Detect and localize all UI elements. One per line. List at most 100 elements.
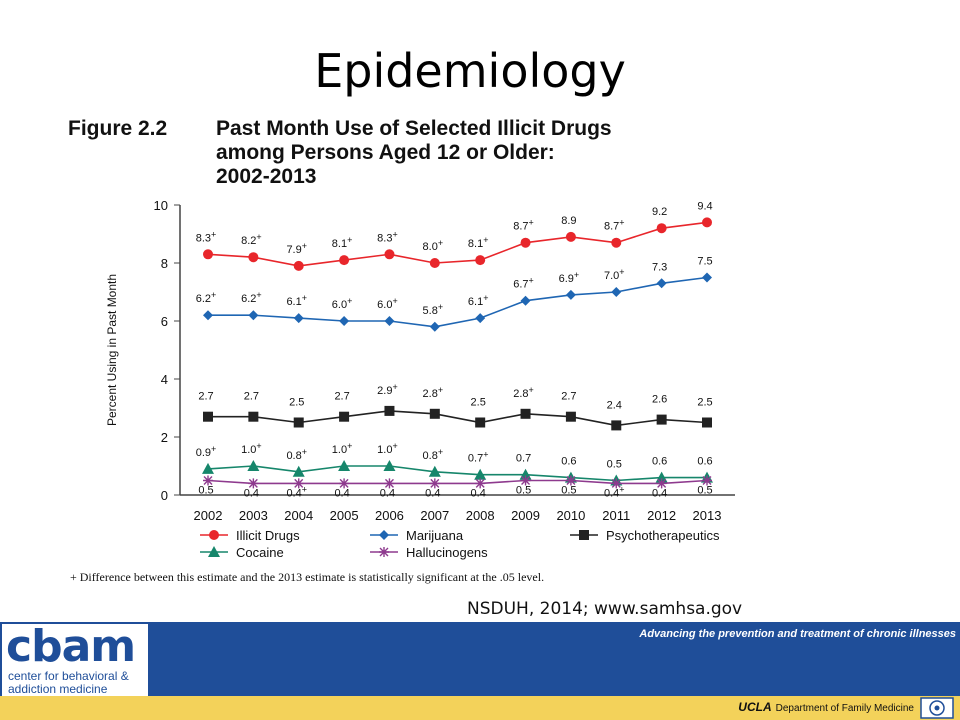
data-label: 0.5 (607, 459, 622, 471)
x-tick-label: 2009 (511, 508, 540, 523)
data-label: 2.7 (198, 391, 213, 403)
slide-title: Epidemiology (314, 44, 626, 98)
data-point (338, 460, 351, 471)
data-point (248, 252, 259, 263)
legend-marker (379, 530, 389, 540)
data-point (203, 475, 213, 486)
data-label: 8.7+ (604, 218, 625, 233)
data-label: 2.5 (471, 397, 486, 409)
data-point (248, 310, 259, 321)
data-point (565, 289, 576, 300)
data-point (702, 217, 712, 228)
data-label: 6.9+ (559, 270, 580, 285)
legend-marker (209, 530, 219, 540)
data-label: 0.8+ (423, 447, 444, 462)
data-point (611, 287, 622, 297)
data-point (383, 460, 396, 471)
data-label: 0.4 (471, 487, 486, 499)
data-label: 0.5 (561, 485, 576, 497)
data-point (428, 465, 441, 477)
data-label: 0.6 (697, 456, 712, 468)
data-point (520, 237, 531, 248)
x-tick-label: 2003 (239, 508, 268, 523)
data-point (611, 478, 622, 489)
x-tick-label: 2002 (194, 508, 223, 523)
data-point (293, 260, 304, 271)
data-label: 2.5 (289, 397, 304, 409)
data-label: 0.9+ (196, 444, 217, 459)
data-label: 0.4 (380, 487, 395, 499)
data-point (611, 237, 622, 248)
data-label: 6.7+ (513, 276, 534, 291)
data-point (565, 231, 576, 242)
data-point (293, 313, 304, 324)
data-label: 8.3+ (377, 229, 398, 244)
data-point (384, 249, 395, 260)
data-point (475, 255, 486, 266)
footer-tagline: Advancing the prevention and treatment o… (639, 628, 956, 640)
data-label: 7.5 (697, 256, 712, 268)
data-label: 2.4 (607, 399, 622, 411)
footer-band (0, 622, 960, 696)
data-point (475, 417, 486, 428)
data-label: 1.0+ (332, 441, 353, 456)
data-label: 8.1+ (468, 235, 489, 250)
data-label: 6.1+ (468, 293, 489, 308)
data-label: 6.2+ (241, 290, 262, 305)
data-label: 8.7+ (513, 218, 534, 233)
data-label: 0.4 (244, 487, 259, 499)
data-label: 7.0+ (604, 267, 625, 282)
data-label: 0.4 (334, 487, 349, 499)
figure-title-line-1: Past Month Use of Selected Illicit Drugs (216, 117, 612, 140)
figure-heading: Figure 2.2 Past Month Use of Selected Ill… (68, 117, 768, 189)
data-point (339, 411, 350, 422)
legend-label: Cocaine (236, 545, 284, 560)
series-line (207, 479, 708, 485)
data-point (339, 478, 350, 489)
x-tick-label: 2008 (466, 508, 495, 523)
data-point (702, 475, 712, 486)
data-label: 0.5 (516, 485, 531, 497)
data-label: 1.0+ (241, 441, 262, 456)
data-label: 2.6 (652, 394, 667, 406)
data-label: 8.0+ (423, 238, 444, 253)
ucla-seal-icon (920, 697, 954, 719)
x-tick-label: 2010 (556, 508, 585, 523)
data-point (429, 321, 440, 332)
x-tick-label: 2005 (330, 508, 359, 523)
ucla-label: UCLA (738, 700, 772, 714)
data-label: 2.9+ (377, 382, 398, 397)
data-label: 8.1+ (332, 235, 353, 250)
legend-label: Illicit Drugs (236, 528, 300, 543)
data-point (429, 478, 440, 489)
figure-number: Figure 2.2 (68, 117, 168, 140)
x-tick-label: 2007 (420, 508, 449, 523)
data-point (565, 475, 576, 486)
data-label: 0.7+ (468, 450, 489, 465)
legend-label: Psychotherapeutics (606, 528, 720, 543)
y-tick-label: 10 (154, 198, 168, 213)
data-label: 6.0+ (332, 296, 353, 311)
y-axis-label: Percent Using in Past Month (105, 274, 119, 426)
data-label: 7.9+ (286, 241, 307, 256)
data-point (565, 411, 576, 422)
data-label: 8.9 (561, 215, 576, 227)
data-label: 0.6 (652, 456, 667, 468)
data-point (247, 460, 260, 471)
data-label: 6.1+ (286, 293, 307, 308)
legend-marker (579, 530, 589, 540)
data-point (656, 278, 667, 289)
data-label: 9.2 (652, 206, 667, 218)
data-label: 2.8+ (423, 385, 444, 400)
y-tick-label: 6 (161, 314, 168, 329)
data-label: 1.0+ (377, 441, 398, 456)
data-label: 0.4+ (286, 484, 307, 499)
data-label: 0.4 (652, 487, 667, 499)
source-citation: NSDUH, 2014; www.samhsa.gov (467, 599, 743, 619)
data-point (474, 468, 487, 480)
line-chart: 0 2 4 6 8 10 Percent Using in Past Month 2002 20… (105, 198, 735, 560)
legend-marker (379, 547, 389, 557)
legend-label: Marijuana (406, 528, 464, 543)
significance-footnote: + Difference between this estimate and t… (70, 570, 545, 584)
x-tick-label: 2006 (375, 508, 404, 523)
